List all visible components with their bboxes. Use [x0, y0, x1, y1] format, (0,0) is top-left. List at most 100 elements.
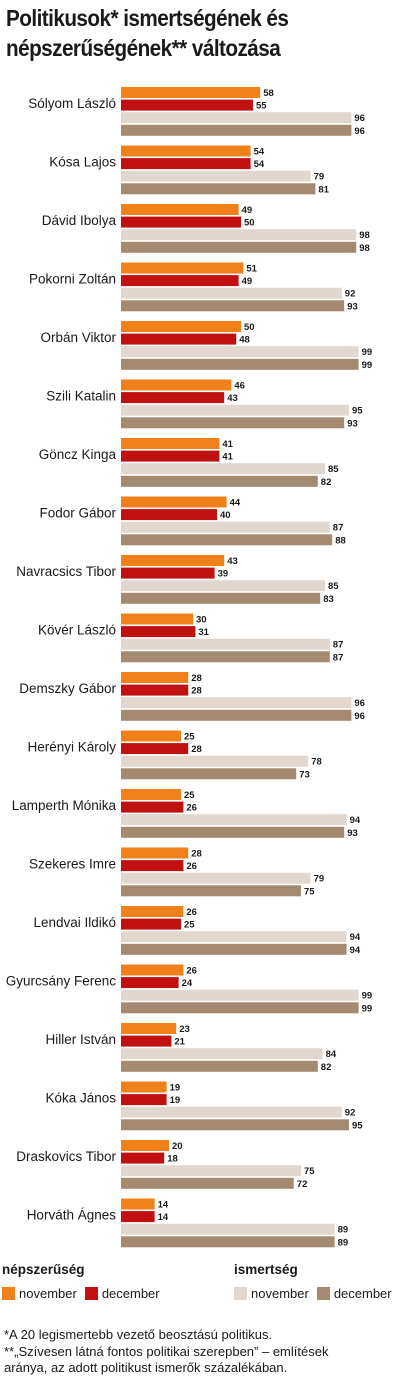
- bar-pop-dec: [121, 392, 225, 404]
- bar-aw-dec: [121, 826, 345, 838]
- value-label: 26: [186, 966, 197, 977]
- bar-aw-dec: [121, 709, 352, 721]
- value-label: 96: [354, 711, 365, 722]
- category-label: Gyurcsány Ferenc: [6, 974, 117, 989]
- value-label: 58: [263, 88, 274, 99]
- value-label: 88: [335, 535, 346, 546]
- category-label: Lamperth Mónika: [12, 798, 117, 813]
- value-label: 84: [326, 1049, 337, 1060]
- legend-swatch-pop-nov: [2, 1287, 15, 1300]
- bar-aw-nov: [121, 755, 309, 767]
- bar-pop-dec: [121, 860, 184, 872]
- bar-pop-nov: [121, 1140, 169, 1151]
- bar-pop-dec: [121, 1094, 167, 1106]
- value-label: 99: [362, 1003, 373, 1014]
- bar-aw-nov: [121, 521, 330, 533]
- value-label: 30: [196, 615, 207, 626]
- bar-aw-dec: [121, 1236, 335, 1248]
- bar-pop-nov: [121, 379, 232, 391]
- value-label: 31: [198, 627, 209, 638]
- bar-aw-nov: [121, 229, 357, 241]
- chart-title: Politikusok* ismertségének és népszerűsé…: [6, 3, 366, 63]
- category-label: Szekeres Imre: [29, 857, 116, 872]
- value-label: 82: [321, 1062, 332, 1073]
- value-label: 23: [179, 1024, 190, 1035]
- value-label: 93: [347, 828, 358, 839]
- value-label: 19: [170, 1083, 181, 1094]
- bar-aw-dec: [121, 1177, 294, 1189]
- bar-aw-nov: [121, 287, 342, 299]
- bar-aw-nov: [121, 931, 347, 943]
- value-label: 41: [222, 439, 233, 450]
- value-label: 72: [297, 1179, 308, 1190]
- bar-aw-nov: [121, 1223, 335, 1235]
- bar-pop-nov: [121, 496, 227, 508]
- bar-pop-nov: [121, 145, 251, 157]
- bar-pop-dec: [121, 1035, 172, 1047]
- bar-aw-dec: [121, 1060, 318, 1072]
- bar-aw-dec: [121, 1002, 359, 1014]
- value-label: 81: [318, 184, 329, 195]
- bar-group: Orbán Viktor 50 48 99 99: [40, 321, 372, 371]
- category-label: Demszky Gábor: [19, 681, 116, 696]
- bar-aw-nov: [121, 404, 349, 416]
- legend-swatch-pop-dec: [84, 1287, 98, 1300]
- value-label: 24: [182, 978, 193, 989]
- value-label: 85: [328, 464, 339, 475]
- bar-pop-nov: [121, 789, 181, 800]
- category-label: Kövér László: [38, 623, 116, 638]
- value-label: 26: [186, 803, 197, 814]
- category-label: Göncz Kinga: [39, 447, 117, 462]
- bar-pop-nov: [121, 262, 244, 274]
- category-label: Szili Katalin: [46, 389, 116, 404]
- value-label: 20: [172, 1141, 183, 1152]
- bar-aw-dec: [121, 417, 345, 429]
- value-label: 39: [218, 569, 229, 580]
- category-label: Dávid Ibolya: [42, 213, 117, 228]
- value-label: 96: [354, 113, 365, 124]
- value-label: 51: [246, 264, 257, 275]
- bar-pop-dec: [121, 918, 181, 930]
- bar-aw-nov: [121, 1106, 342, 1118]
- bar-pop-dec: [121, 684, 189, 696]
- bar-pop-nov: [121, 613, 193, 625]
- legend-awareness-title: ismertség: [234, 1262, 298, 1277]
- value-label: 43: [227, 393, 238, 404]
- legend-swatch-aw-nov: [234, 1287, 247, 1300]
- bar-aw-dec: [121, 943, 347, 955]
- value-label: 25: [184, 790, 195, 801]
- value-label: 28: [191, 744, 202, 755]
- value-label: 50: [244, 218, 255, 229]
- value-label: 48: [239, 335, 250, 346]
- bar-pop-dec: [121, 801, 184, 813]
- value-label: 54: [254, 159, 265, 170]
- legend-awareness: ismertség november december: [234, 1262, 392, 1301]
- value-label: 54: [254, 147, 265, 158]
- value-label: 19: [170, 1095, 181, 1106]
- bar-aw-dec: [121, 651, 330, 663]
- legend-swatch-aw-dec: [316, 1287, 330, 1300]
- bar-pop-nov: [121, 438, 220, 449]
- bar-aw-nov: [121, 463, 325, 475]
- value-label: 87: [333, 652, 344, 663]
- bar-aw-nov: [121, 1165, 301, 1177]
- footnote-1: *A 20 legismertebb vezető beosztású poli…: [4, 1327, 273, 1342]
- value-label: 89: [338, 1237, 349, 1248]
- bar-pop-nov: [121, 1198, 155, 1210]
- legend-label-aw-nov: november: [251, 1286, 309, 1301]
- category-label: Herényi Károly: [27, 740, 116, 755]
- value-label: 99: [362, 347, 373, 358]
- value-label: 75: [304, 1166, 315, 1177]
- bar-aw-nov: [121, 346, 359, 358]
- bar-group: Hiller István 23 21 84 82: [45, 1023, 337, 1073]
- value-label: 28: [191, 673, 202, 684]
- value-label: 79: [314, 172, 325, 183]
